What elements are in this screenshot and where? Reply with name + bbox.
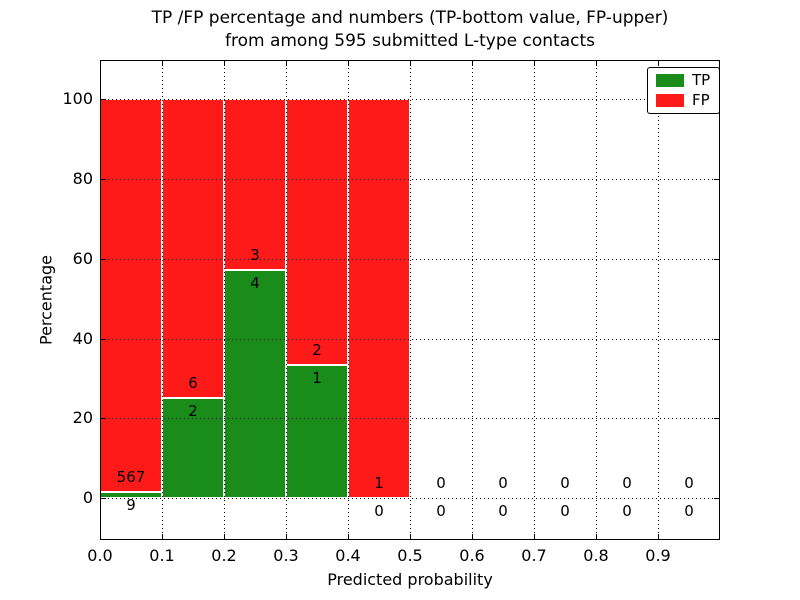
bar-fp-count-label: 3	[250, 246, 260, 265]
y-tick-mark-right	[714, 498, 720, 500]
x-tick-label: 0.9	[645, 546, 671, 565]
bar-tp-count-label: 0	[498, 502, 508, 521]
x-tick-mark-top	[286, 60, 287, 66]
y-axis-label: Percentage	[36, 254, 56, 346]
y-tick-label: 60	[72, 248, 93, 268]
plot-area: 567 9 6 2 3 4 2 1 1 0 0 0 0 0 0 0 0 0 0 0	[100, 60, 720, 540]
x-tick-mark	[534, 534, 535, 540]
y-tick-mark	[100, 418, 106, 420]
x-tick-mark	[658, 534, 659, 540]
bar-tp-segment	[224, 270, 286, 499]
legend-swatch-fp-icon	[656, 94, 684, 107]
bar-tp-count-label: 0	[374, 502, 384, 521]
x-tick-label: 0.4	[335, 546, 361, 565]
bar-fp-count-label: 2	[312, 341, 322, 360]
bar-fp-count-label: 6	[188, 374, 198, 393]
gridline-vertical	[162, 60, 163, 540]
bar-fp-count-label: 0	[622, 474, 632, 493]
bar-tp-segment	[286, 365, 348, 499]
y-tick-label: 100	[62, 89, 93, 109]
x-tick-mark-top	[596, 60, 597, 66]
bar-fp-segment	[100, 99, 162, 492]
x-tick-label: 0.6	[459, 546, 485, 565]
y-tick-mark-right	[714, 178, 720, 180]
y-tick-mark	[100, 338, 106, 340]
x-tick-mark-top	[472, 60, 473, 66]
y-tick-label: 80	[72, 168, 93, 188]
bar-fp-segment	[224, 99, 286, 271]
x-tick-mark-top	[348, 60, 349, 66]
bar-fp-count-label: 1	[374, 474, 384, 493]
bar-tp-count-label: 4	[250, 274, 260, 293]
x-tick-mark	[348, 534, 349, 540]
x-tick-mark	[410, 534, 411, 540]
y-tick-mark-right	[714, 418, 720, 420]
bar-tp-count-label: 9	[126, 495, 136, 514]
bar-fp-segment	[162, 99, 224, 399]
x-tick-mark-top	[410, 60, 411, 66]
y-tick-mark	[100, 498, 106, 500]
x-tick-mark-top	[162, 60, 163, 66]
x-tick-label: 0.3	[273, 546, 299, 565]
x-tick-label: 0.8	[583, 546, 609, 565]
x-tick-mark-top	[658, 60, 659, 66]
y-tick-label: 20	[72, 408, 93, 428]
x-tick-label: 0.7	[521, 546, 547, 565]
bar-fp-count-label: 0	[498, 474, 508, 493]
bar-fp-segment	[286, 99, 348, 366]
x-axis-label: Predicted probability	[327, 570, 493, 589]
x-tick-mark	[224, 534, 225, 540]
chart-title: TP /FP percentage and numbers (TP-bottom…	[100, 7, 720, 53]
bar-fp-count-label: 0	[684, 474, 694, 493]
y-tick-mark	[100, 99, 106, 101]
x-tick-label: 0.5	[397, 546, 423, 565]
x-tick-mark-top	[534, 60, 535, 66]
legend-label: FP	[692, 91, 710, 109]
bar-tp-count-label: 2	[188, 402, 198, 421]
bar-tp-segment	[162, 398, 224, 499]
legend-item: TP	[656, 73, 710, 88]
gridline-vertical	[348, 60, 349, 540]
x-tick-mark	[286, 534, 287, 540]
x-tick-mark	[162, 534, 163, 540]
y-tick-mark	[100, 178, 106, 180]
bar-tp-count-label: 0	[684, 502, 694, 521]
y-tick-label: 40	[72, 328, 93, 348]
x-tick-mark-top	[224, 60, 225, 66]
bar-fp-segment	[348, 99, 410, 499]
gridline-vertical	[410, 60, 411, 540]
chart-title-line1: TP /FP percentage and numbers (TP-bottom…	[151, 8, 669, 28]
bar-tp-count-label: 1	[312, 369, 322, 388]
x-tick-mark	[596, 534, 597, 540]
x-tick-label: 0.1	[149, 546, 175, 565]
y-tick-mark	[100, 258, 106, 260]
gridline-vertical	[224, 60, 225, 540]
gridline-vertical	[596, 60, 597, 540]
gridline-vertical	[472, 60, 473, 540]
bar-fp-count-label: 0	[436, 474, 446, 493]
gridline-vertical	[534, 60, 535, 540]
legend: TP FP	[647, 67, 721, 114]
y-tick-mark-right	[714, 338, 720, 340]
bar-tp-count-label: 0	[622, 502, 632, 521]
bar-tp-count-label: 0	[560, 502, 570, 521]
y-tick-mark-right	[714, 258, 720, 260]
bar-fp-count-label: 0	[560, 474, 570, 493]
bar-fp-count-label: 567	[116, 467, 146, 486]
gridline-vertical	[286, 60, 287, 540]
legend-item: FP	[656, 93, 710, 108]
chart-title-line2: from among 595 submitted L-type contacts	[224, 31, 595, 51]
x-tick-mark	[472, 534, 473, 540]
y-tick-label: 0	[82, 488, 93, 508]
legend-swatch-tp-icon	[656, 74, 684, 87]
bar-tp-count-label: 0	[436, 502, 446, 521]
gridline-vertical	[658, 60, 659, 540]
x-tick-label: 0.2	[211, 546, 237, 565]
x-tick-label: 0.0	[87, 546, 113, 565]
legend-label: TP	[692, 71, 711, 89]
